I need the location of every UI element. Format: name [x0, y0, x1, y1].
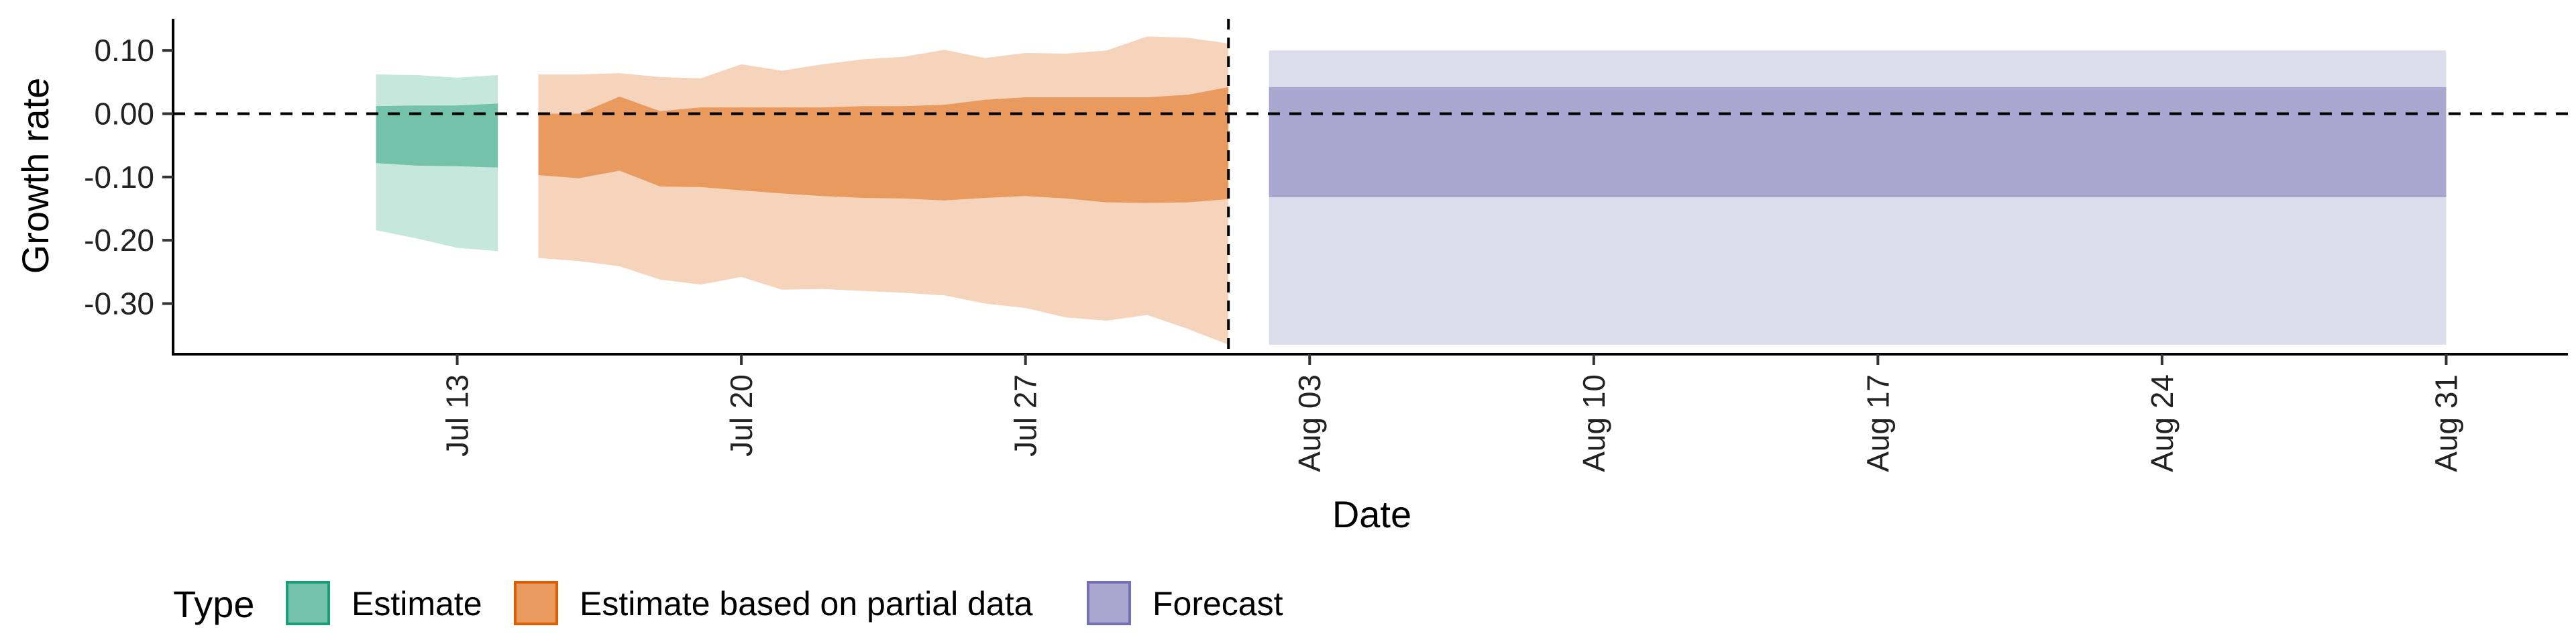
x-tick-label: Aug 10 [1576, 374, 1611, 472]
x-tick-label: Jul 20 [724, 374, 759, 457]
band-inner-estimate [376, 103, 498, 168]
x-tick-label: Aug 31 [2429, 374, 2464, 472]
axes-layer: 0.10 0.00 -0.10 -0.20 -0.30 Jul 13 Jul 20 Jul 2… [84, 19, 2568, 472]
band-inner-forecast [1269, 87, 2447, 197]
x-axis-title: Date [1332, 493, 1411, 535]
y-tick-label: -0.10 [84, 160, 154, 195]
x-tick-label: Aug 17 [1860, 374, 1895, 472]
y-tick-label: 0.10 [94, 33, 154, 68]
legend-key-2 [514, 581, 558, 625]
x-tick-label: Aug 24 [2145, 374, 2180, 472]
legend-label-3: Forecast [1152, 585, 1283, 623]
ribbon-layer [376, 36, 2447, 345]
y-tick-label: 0.00 [94, 97, 154, 131]
legend: Type Estimate Estimate based on partial da… [173, 581, 1283, 625]
band-inner-estimate-based-on-partial-data [538, 87, 1229, 203]
legend-key-3 [1087, 581, 1131, 625]
legend-label-2: Estimate based on partial data [580, 585, 1033, 623]
legend-title: Type [173, 583, 254, 625]
x-tick-label: Jul 13 [440, 374, 475, 457]
legend-key-1 [286, 581, 330, 625]
y-axis-title: Growth rate [14, 78, 56, 274]
y-tick-label: -0.30 [84, 286, 154, 321]
y-tick-label: -0.20 [84, 223, 154, 258]
x-tick-label: Jul 27 [1008, 374, 1043, 457]
x-tick-label: Aug 03 [1292, 374, 1327, 472]
legend-label-1: Estimate [352, 585, 482, 623]
